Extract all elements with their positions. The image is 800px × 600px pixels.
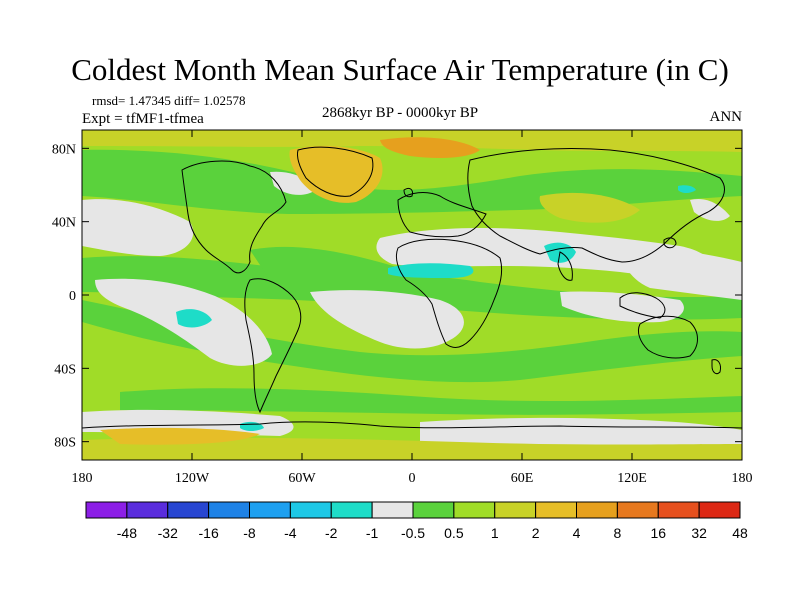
colorbar-label: -8 — [243, 525, 256, 541]
colorbar-swatch — [494, 501, 537, 519]
season-text: ANN — [709, 109, 743, 125]
colorbar-swatch — [698, 501, 741, 519]
coast-europe — [397, 192, 487, 238]
colorbar-label: 0.5 — [444, 525, 464, 541]
colorbar-swatch — [249, 501, 291, 519]
colorbar — [85, 501, 741, 519]
coast-japan — [663, 237, 677, 249]
coast-africa — [395, 238, 503, 348]
colorbar-label: 2 — [532, 525, 540, 541]
colorbar-swatch — [167, 501, 210, 519]
temperature-field — [82, 130, 742, 460]
colorbar-label: -0.5 — [401, 525, 425, 541]
colorbar-label: -2 — [325, 525, 338, 541]
colorbar-label: 1 — [491, 525, 499, 541]
colorbar-label: -4 — [284, 525, 297, 541]
period-text: 2868kyr BP - 0000kyr BP — [321, 105, 479, 121]
coast-antarctica — [82, 421, 742, 429]
coast-australia — [637, 315, 698, 359]
field-cyan-east-pacific — [176, 309, 212, 328]
lon-label: 60W — [288, 471, 316, 486]
coast-britain — [403, 187, 413, 198]
colorbar-swatch — [208, 501, 250, 519]
lon-label: 180 — [72, 471, 93, 486]
field-orange-svalbard — [380, 137, 480, 158]
coast-north-america — [181, 160, 287, 274]
colorbar-swatch — [85, 501, 128, 519]
axis-ticks — [81, 130, 743, 460]
field-grey-north-pacific — [82, 199, 194, 256]
colorbar-swatch — [330, 501, 373, 519]
field-yellow-south-edge — [82, 437, 742, 460]
coast-south-america — [244, 278, 302, 414]
colorbar-label: 32 — [691, 525, 707, 541]
stats-text: rmsd= 1.47345 diff= 1.02578 — [92, 93, 246, 108]
field-patch-green-atlantic — [250, 246, 400, 285]
lat-label: 80N — [52, 142, 76, 157]
colorbar-label: -48 — [117, 525, 137, 541]
colorbar-swatch — [289, 501, 332, 519]
field-orange-greenland — [289, 145, 383, 203]
field-yellow-central-asia — [539, 192, 640, 223]
lat-label: 40N — [52, 216, 76, 231]
colorbar-label: -1 — [366, 525, 379, 541]
colorbar-swatch — [576, 501, 618, 519]
colorbar-swatch — [371, 501, 414, 519]
coast-india — [557, 251, 573, 281]
field-orange-south-pacific — [100, 427, 260, 445]
lat-label: 40S — [54, 362, 76, 377]
colorbar-label: -16 — [199, 525, 219, 541]
colorbar-swatch — [616, 501, 659, 519]
lon-label: 60E — [511, 471, 534, 486]
colorbar-swatch — [453, 501, 496, 519]
lat-label: 0 — [69, 289, 76, 304]
colorbar-label: 48 — [732, 525, 748, 541]
field-cyan-okhotsk — [678, 185, 696, 193]
coast-asia — [467, 147, 725, 263]
lat-label: 80S — [54, 436, 76, 451]
lon-label: 0 — [409, 471, 416, 486]
colorbar-label: 16 — [650, 525, 666, 541]
colorbar-swatch — [535, 501, 577, 519]
map-title: Coldest Month Mean Surface Air Temperatu… — [71, 52, 729, 87]
lon-label: 120W — [175, 471, 210, 486]
field-cyan-sahara — [388, 263, 474, 278]
colorbar-swatch — [657, 501, 700, 519]
experiment-text: Expt = tfMF1-tfmea — [82, 111, 204, 127]
coast-indonesia — [619, 292, 666, 319]
field-grey-west-pacific — [620, 248, 742, 300]
colorbar-label: -32 — [158, 525, 178, 541]
colorbar-labels: -48 -32 -16 -8 -4 -2 -1 -0.5 0.5 1 2 4 8 16 32 48 — [117, 525, 748, 541]
coast-new-zealand — [711, 359, 721, 375]
axis-labels: 80N 40N 0 40S 80S 180 120W 60W 0 60E 120E 180 — [52, 142, 753, 486]
coastlines — [82, 146, 742, 429]
colorbar-swatch — [126, 501, 169, 519]
coast-greenland — [297, 146, 374, 197]
field-band-green-south — [120, 388, 742, 415]
lon-label: 120E — [617, 471, 647, 486]
lon-label: 180 — [732, 471, 753, 486]
colorbar-label: 4 — [573, 525, 581, 541]
field-band-green-2 — [82, 300, 742, 383]
field-grey-south-atlantic — [310, 290, 464, 349]
colorbar-swatch — [412, 501, 455, 519]
colorbar-label: 8 — [613, 525, 621, 541]
